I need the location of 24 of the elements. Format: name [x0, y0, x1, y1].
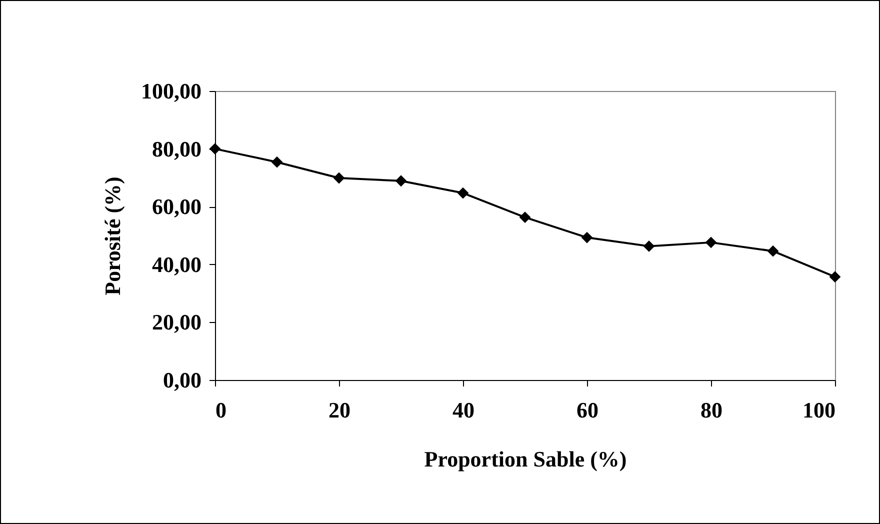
point	[333, 172, 345, 184]
point	[271, 156, 283, 168]
x-tick-label: 80	[700, 398, 722, 422]
point	[767, 245, 779, 257]
y-tick-label: 80,00	[152, 136, 202, 162]
x-tick-label: 40	[452, 398, 474, 422]
x-tick-label: 0	[216, 398, 226, 422]
x-tick-label: 20	[328, 398, 350, 422]
y-tick-label: 100,00	[141, 78, 202, 104]
y-tick-label: 40,00	[152, 252, 202, 277]
point	[581, 232, 593, 244]
point	[705, 236, 717, 248]
point	[643, 240, 655, 252]
y-tick-label: 0,00	[163, 368, 202, 392]
y-tick-label: 60,00	[152, 194, 202, 220]
x-tick-label: 100	[802, 398, 836, 422]
x-tick-label: 60	[576, 398, 598, 422]
point	[457, 187, 469, 199]
y-axis-title: Porosité (%)	[100, 176, 125, 296]
point	[519, 212, 531, 223]
x-axis-title: Proportion Sable (%)	[424, 446, 627, 472]
point	[395, 175, 407, 187]
point	[829, 271, 841, 283]
y-tick-label: 20,00	[152, 310, 202, 335]
